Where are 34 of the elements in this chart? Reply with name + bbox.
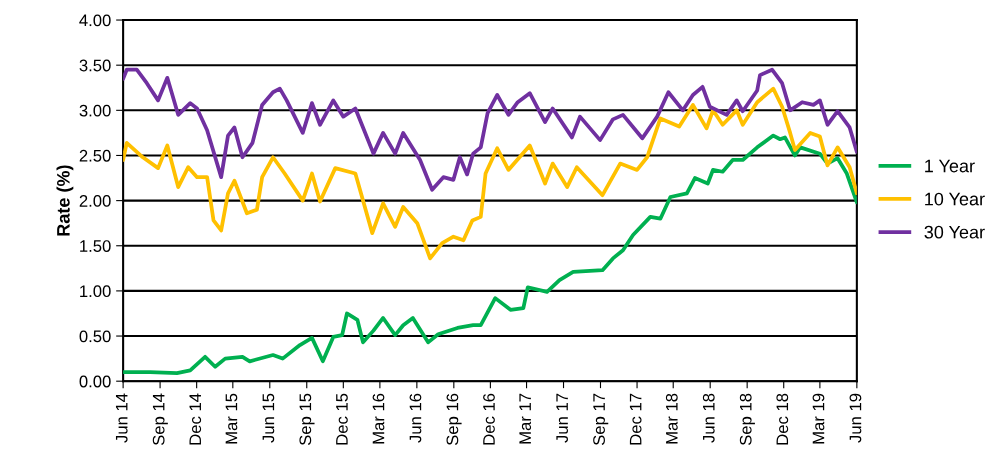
x-tick-label: Dec 15	[336, 393, 348, 445]
x-tick-label: Jun 17	[556, 393, 568, 443]
x-tick-label: Mar 18	[665, 393, 678, 444]
y-tick-label: 3.00	[79, 104, 111, 117]
x-tick-label: Dec 14	[189, 393, 202, 445]
x-tick-label: Sep 16	[446, 393, 462, 446]
x-tick-label: Sep 15	[299, 393, 315, 446]
legend-label: 10 Year	[925, 192, 985, 206]
x-tick-label: Dec 18	[776, 393, 789, 445]
x-tick-label: Jun 19	[849, 393, 862, 443]
legend-label: 30 Year	[924, 225, 985, 239]
y-tick-label: 3.50	[79, 59, 111, 72]
x-tick-label: Jun 16	[409, 393, 422, 443]
x-tick-label: Dec 17	[629, 393, 642, 445]
x-tick-label: Sep 18	[739, 393, 755, 446]
y-tick-label: 2.50	[79, 149, 111, 162]
x-tick-label: Sep 14	[152, 393, 168, 446]
y-tick-label: 0.50	[79, 330, 111, 343]
y-tick-label: 0.00	[79, 375, 111, 388]
y-tick-label: 2.00	[79, 195, 111, 207]
y-tick-label: 4.00	[79, 14, 111, 27]
x-tick-label: Mar 15	[225, 393, 238, 444]
legend-label: 1 Year	[925, 159, 975, 173]
x-tick-label: Jun 18	[702, 393, 715, 443]
x-tick-label: Mar 19	[812, 393, 825, 444]
x-tick-label: Dec 16	[483, 393, 495, 445]
y-tick-label: 1.50	[80, 240, 111, 252]
y-tick-label: 1.00	[80, 285, 111, 298]
x-tick-label: Sep 17	[593, 393, 609, 446]
y-axis-title: Rate (%)	[56, 165, 74, 236]
x-tick-label: Jun 15	[262, 393, 275, 443]
x-tick-label: Jun 14	[115, 393, 128, 443]
x-tick-label: Mar 16	[372, 393, 385, 444]
x-tick-label: Mar 17	[519, 393, 532, 444]
